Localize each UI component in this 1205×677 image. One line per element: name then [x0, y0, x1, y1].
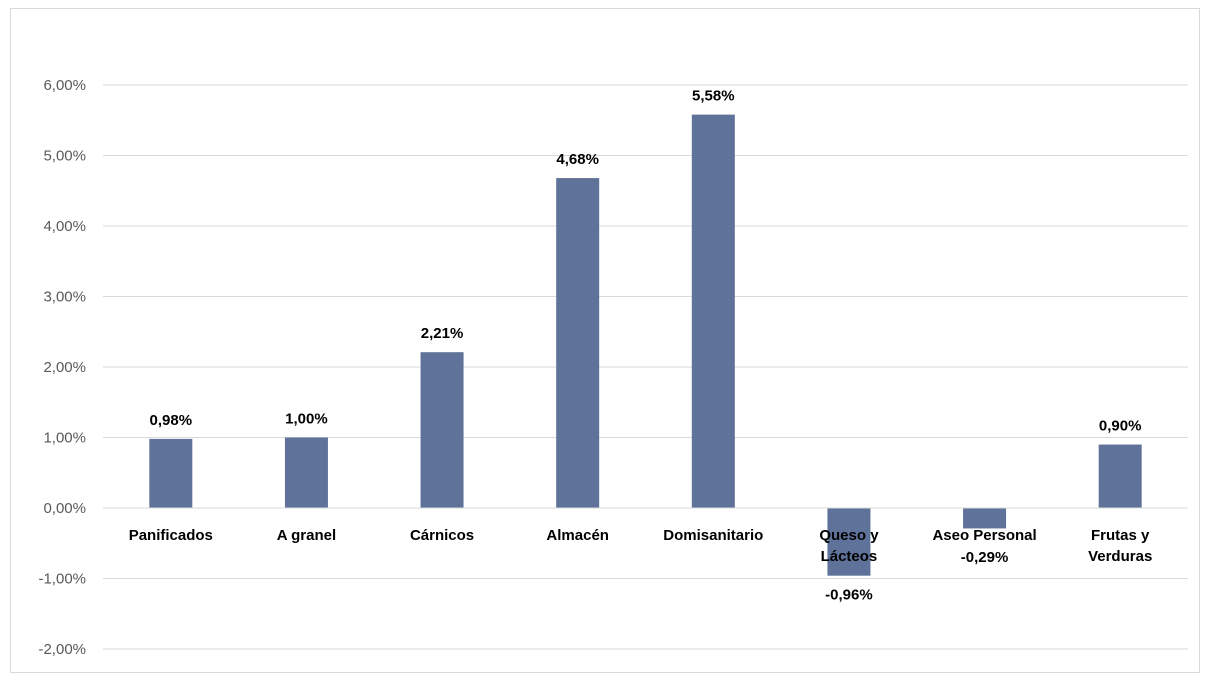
bar	[691, 114, 735, 509]
x-category-label: Aseo Personal	[932, 527, 1036, 544]
data-label: 0,90%	[1099, 418, 1142, 435]
y-tick-label: 3,00%	[43, 289, 86, 306]
x-category-label: Almacén	[546, 527, 609, 544]
data-label: 1,00%	[285, 411, 328, 428]
x-category-label: Domisanitario	[663, 527, 763, 544]
x-category-label: Panificados	[129, 527, 213, 544]
data-label: 0,98%	[150, 412, 193, 429]
chart-frame	[10, 8, 1200, 673]
bar	[1098, 444, 1142, 508]
y-tick-label: -2,00%	[38, 641, 86, 658]
y-tick-label: 6,00%	[43, 77, 86, 94]
data-label: 4,68%	[556, 151, 599, 168]
bar	[963, 508, 1007, 529]
y-tick-label: 4,00%	[43, 218, 86, 235]
x-category-label: Cárnicos	[410, 527, 474, 544]
data-label: -0,96%	[825, 587, 873, 604]
x-category-label: Frutas y Verduras	[1088, 527, 1152, 565]
bar	[827, 508, 871, 576]
data-label: -0,29%	[961, 549, 1009, 566]
y-tick-label: 5,00%	[43, 148, 86, 165]
y-tick-label: 0,00%	[43, 500, 86, 517]
bar	[556, 178, 600, 508]
data-label: 5,58%	[692, 88, 735, 105]
y-tick-label: 1,00%	[43, 430, 86, 447]
bar	[149, 438, 193, 508]
x-category-label: Queso y Lácteos	[819, 527, 879, 565]
bar	[420, 352, 464, 508]
y-tick-label: 2,00%	[43, 359, 86, 376]
data-label: 2,21%	[421, 325, 464, 342]
y-tick-label: -1,00%	[38, 571, 86, 588]
x-category-label: A granel	[277, 527, 336, 544]
bar	[284, 437, 328, 508]
